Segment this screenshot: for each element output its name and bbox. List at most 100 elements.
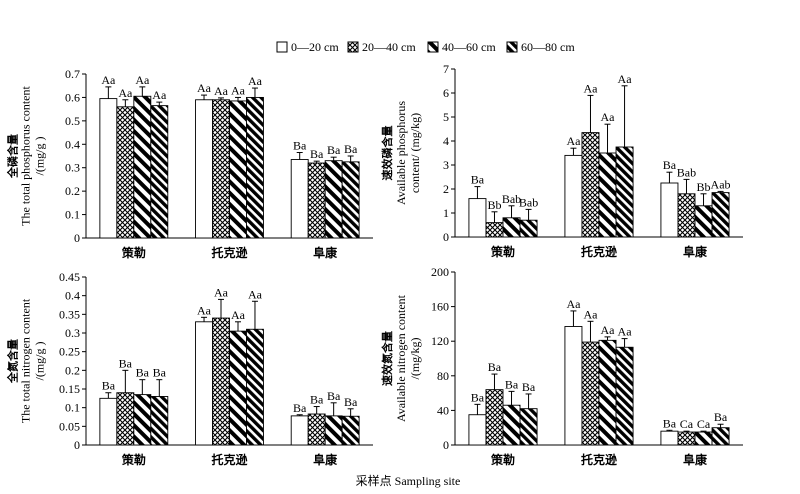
category-label: 策勒 <box>491 452 515 467</box>
bar <box>307 413 326 446</box>
y-tick-label: 0.35 <box>59 307 80 321</box>
bar <box>694 431 713 446</box>
significance-label: Aa <box>583 307 598 321</box>
significance-label: Aa <box>118 86 133 100</box>
significance-label: Ba <box>293 138 307 152</box>
category-label: 托克逊 <box>211 452 247 467</box>
bar <box>677 431 696 446</box>
y-tick-label: 0.5 <box>65 114 80 128</box>
y-tick-label: 0.3 <box>65 161 80 175</box>
y-tick-label: 0.05 <box>59 419 80 433</box>
bar <box>116 106 135 239</box>
category-label: 阜康 <box>313 245 338 260</box>
bar <box>598 152 617 238</box>
significance-label: Bb <box>697 180 711 194</box>
significance-label: Aa <box>101 73 116 87</box>
significance-label: Aa <box>601 110 616 124</box>
chart-panel-3: 00.050.10.150.20.250.30.350.40.45策勒BaBaB… <box>6 270 373 467</box>
y-tick-label: 0.45 <box>59 270 80 284</box>
significance-label: Ba <box>310 147 324 161</box>
category-label: 阜康 <box>683 244 708 259</box>
bar <box>150 105 169 239</box>
significance-label: Aa <box>231 308 246 322</box>
category-label: 策勒 <box>122 452 146 467</box>
legend-swatch-0-20 <box>276 41 288 53</box>
bar <box>598 339 617 446</box>
y-tick-label: 0.15 <box>59 382 80 396</box>
category-label: 托克逊 <box>211 245 247 260</box>
y-axis-label: /(mg/g ) <box>33 342 47 381</box>
significance-label: Ba <box>310 393 324 407</box>
significance-label: Aa <box>197 81 212 95</box>
legend-label: 0—20 cm <box>291 40 339 54</box>
bar <box>564 326 583 446</box>
bar <box>615 346 634 446</box>
bar <box>229 100 247 239</box>
y-axis-label: 全磷含量 <box>6 134 20 179</box>
bar <box>485 389 504 446</box>
bar <box>581 341 600 446</box>
bar <box>246 96 264 239</box>
bar <box>99 397 118 446</box>
bar <box>290 415 309 446</box>
bar <box>502 404 521 446</box>
significance-label: Aa <box>197 303 212 317</box>
y-axis-label: The total phosphorus content <box>19 86 33 226</box>
y-tick-label: 0 <box>74 438 80 452</box>
legend: 0—20 cm 20—40 cm 40—60 cm 60—80 cm <box>276 40 575 54</box>
category-label: 托克逊 <box>581 244 617 259</box>
bar <box>290 159 309 239</box>
bar <box>195 99 213 239</box>
significance-label: Aa <box>135 73 150 87</box>
bar <box>212 317 230 446</box>
category-label: 托克逊 <box>581 452 617 467</box>
y-tick-label: 0.6 <box>65 90 80 104</box>
significance-label: Ba <box>488 360 502 374</box>
significance-label: Ba <box>471 173 485 187</box>
y-tick-label: 0.3 <box>65 326 80 340</box>
y-tick-label: 160 <box>431 300 449 314</box>
bar <box>246 328 264 446</box>
bar <box>519 408 538 446</box>
bar <box>116 392 135 446</box>
bar <box>694 205 713 238</box>
bar <box>502 217 521 238</box>
bar <box>564 154 583 238</box>
bar <box>133 394 152 446</box>
significance-label: Ba <box>663 158 677 172</box>
significance-label: Aa <box>566 134 581 148</box>
significance-label: Ba <box>471 390 485 404</box>
y-tick-label: 2 <box>443 182 449 196</box>
y-tick-label: 0.7 <box>65 67 80 81</box>
y-tick-label: 5 <box>443 110 449 124</box>
significance-label: Bab <box>519 195 538 209</box>
y-tick-label: 0 <box>74 231 80 245</box>
bar <box>133 95 152 239</box>
legend-label: 60—80 cm <box>521 40 575 54</box>
bar <box>660 430 679 446</box>
y-tick-label: 0.4 <box>65 137 80 151</box>
bar <box>229 330 247 446</box>
significance-label: Ba <box>102 379 116 393</box>
y-axis-label: 全氮含量 <box>6 339 20 384</box>
category-label: 阜康 <box>313 452 338 467</box>
y-tick-label: 4 <box>443 134 449 148</box>
y-tick-label: 0 <box>443 230 449 244</box>
significance-label: Ba <box>293 401 307 415</box>
y-tick-label: 80 <box>437 369 449 383</box>
category-label: 策勒 <box>491 244 515 259</box>
bar <box>212 99 230 239</box>
bar <box>307 162 326 239</box>
significance-label: Ca <box>680 417 694 431</box>
significance-label: Bab <box>677 165 696 179</box>
y-tick-label: 120 <box>431 334 449 348</box>
bar <box>99 98 118 239</box>
y-tick-label: 3 <box>443 158 449 172</box>
significance-label: Ca <box>697 417 711 431</box>
significance-label: Ba <box>344 395 358 409</box>
bar <box>468 198 487 238</box>
y-tick-label: 0 <box>443 438 449 452</box>
y-axis-label: The total nitrogen content <box>19 298 33 423</box>
bar <box>677 193 696 238</box>
significance-label: Ba <box>522 380 536 394</box>
